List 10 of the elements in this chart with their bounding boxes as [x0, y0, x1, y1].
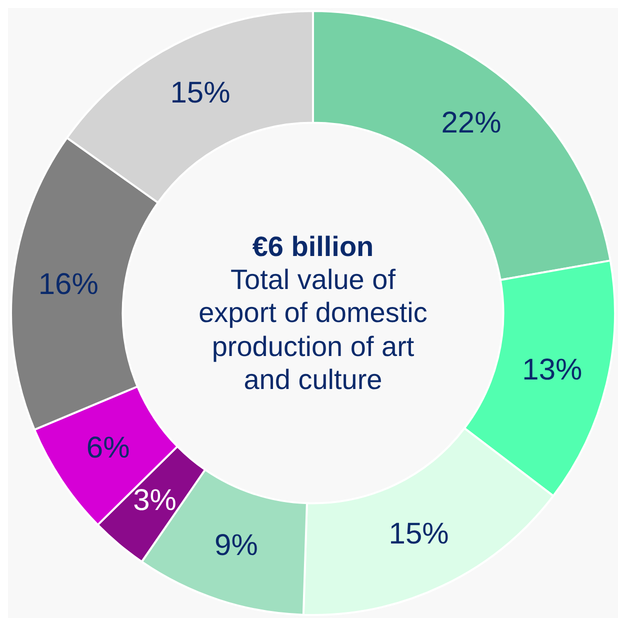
data-label: 16% — [38, 268, 98, 301]
data-label: 6% — [86, 432, 130, 465]
data-label: 15% — [388, 518, 449, 551]
data-label: 15% — [170, 76, 230, 110]
data-label: 13% — [522, 353, 582, 386]
text: Total value of export of domestic production of art and culture — [198, 263, 428, 396]
data-label: 22% — [441, 106, 502, 140]
data-label: 9% — [214, 529, 258, 562]
data-label: 3% — [133, 484, 176, 517]
text: €6 billion — [252, 230, 374, 264]
